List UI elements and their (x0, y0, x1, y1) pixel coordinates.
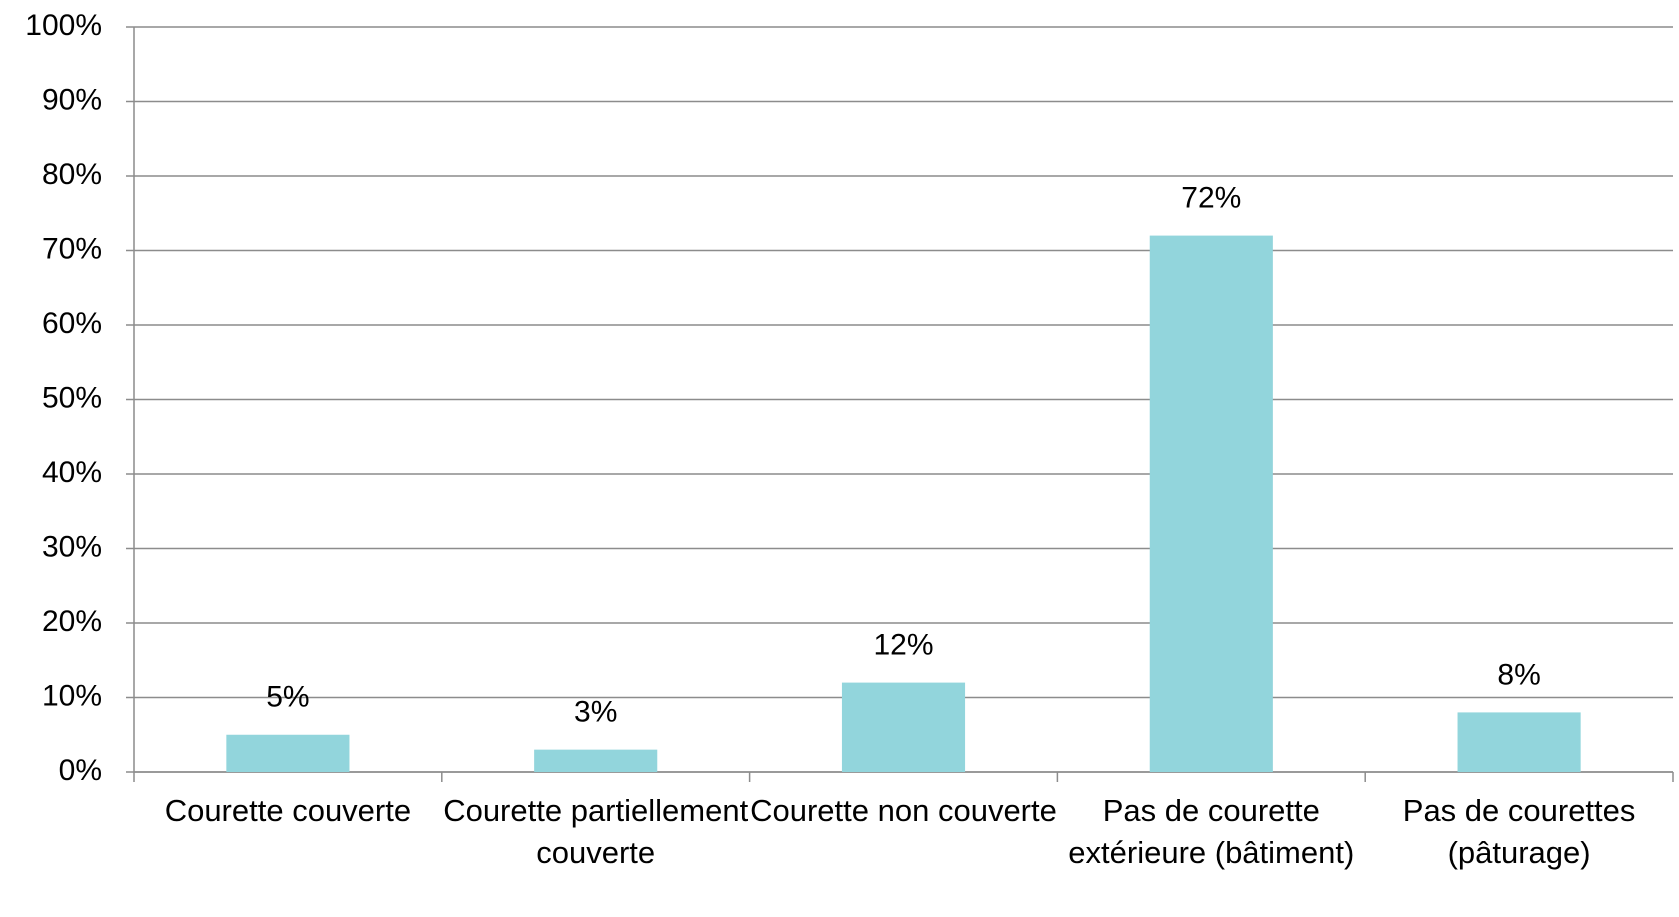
data-label: 8% (1497, 658, 1540, 691)
bar (841, 682, 966, 772)
x-tick-group: Courette couverte (164, 793, 412, 828)
x-tick-group: Pas de courette extérieure (bâtiment) (1068, 793, 1355, 870)
y-tick-label: 10% (42, 679, 102, 712)
bar (1457, 712, 1581, 772)
y-tick-label: 100% (25, 9, 102, 42)
x-tick-label: Pas de courettes (pâturage) (1402, 793, 1636, 870)
data-label: 5% (266, 681, 309, 714)
x-tick-label: Courette partiellement couverte (443, 793, 749, 870)
x-tick-group: Courette non couverte (750, 793, 1057, 828)
x-tick-group: Courette partiellement couverte (443, 793, 749, 870)
bar (1149, 235, 1273, 773)
data-label: 3% (574, 696, 617, 729)
data-label: 72% (1181, 182, 1241, 215)
y-tick-label: 60% (42, 307, 102, 340)
y-tick-label: 20% (42, 605, 102, 638)
data-label: 12% (873, 629, 933, 662)
bar (534, 749, 658, 772)
y-tick-label: 70% (42, 232, 102, 265)
x-tick-label: Pas de courette extérieure (bâtiment) (1068, 793, 1355, 870)
x-tick-label: Courette couverte (164, 793, 412, 828)
y-tick-label: 50% (42, 381, 102, 414)
y-tick-label: 90% (42, 83, 102, 116)
y-tick-label: 40% (42, 456, 102, 489)
x-tick-label: Courette non couverte (750, 793, 1057, 828)
x-tick-group: Pas de courettes (pâturage) (1402, 793, 1636, 870)
bar (226, 734, 350, 772)
y-tick-label: 80% (42, 158, 102, 191)
y-tick-label: 0% (59, 754, 102, 787)
y-tick-label: 30% (42, 530, 102, 563)
